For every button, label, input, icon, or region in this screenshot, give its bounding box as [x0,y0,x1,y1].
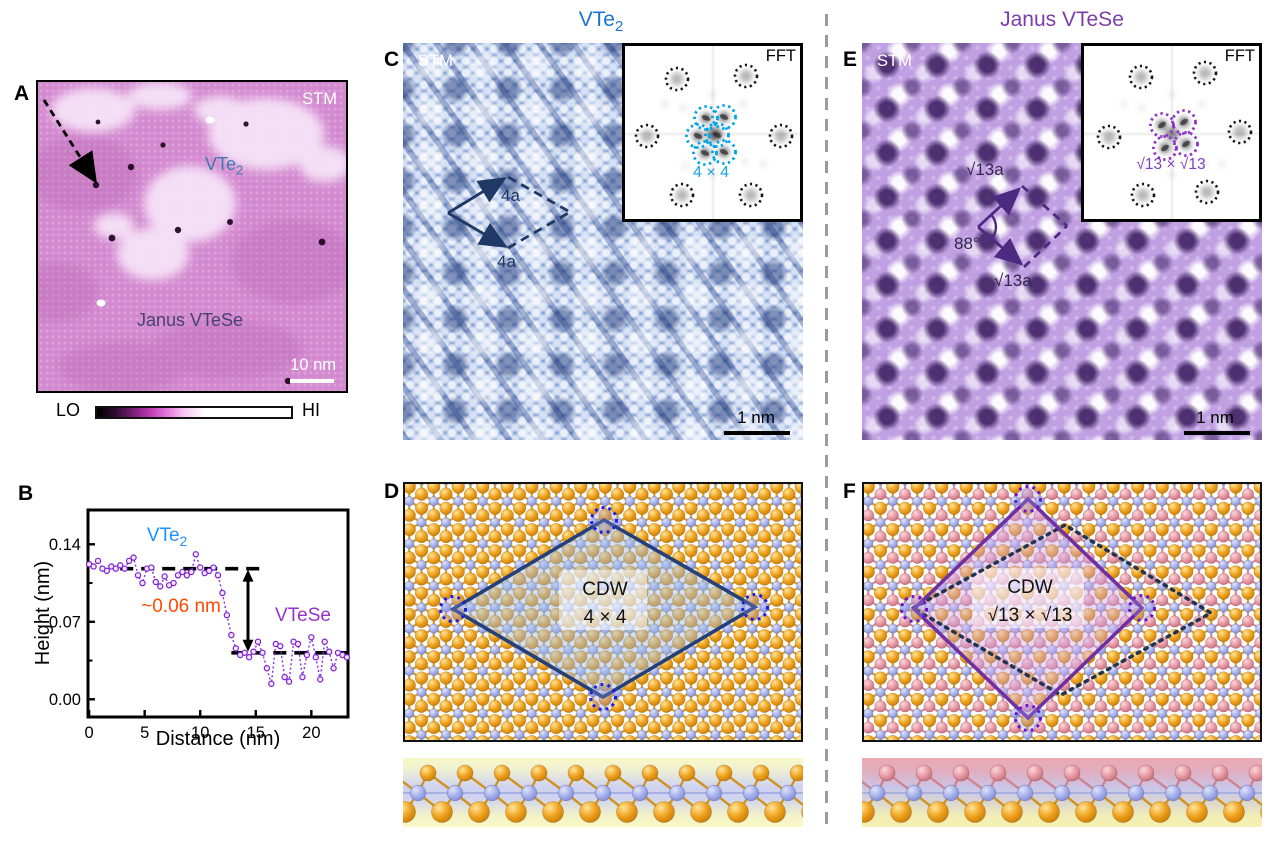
panel-label-e: E [843,48,858,71]
stm-overview-overlay-graphics [38,82,346,391]
svg-text:0: 0 [85,724,94,742]
vte2-vector1-label: 4a [501,186,520,205]
panel-label-a: A [14,82,30,105]
vte2-cell-dashed-edge-1 [507,175,571,214]
panel-e-fft-label: FFT [1224,47,1255,65]
panel-c-scalebar-label: 1 nm [737,408,775,427]
panel-label-f: F [843,480,856,503]
chart-y-axis-label: Height (nm) [32,560,54,666]
vtese-atomic-model-side-view [862,758,1262,827]
region-vte2-text: VTe [205,154,237,174]
column-header-vte2: VTe2 [501,8,701,35]
svg-text:5: 5 [140,724,149,742]
panel-a-scalebar-label: 10 nm [290,356,336,374]
svg-text:0.07: 0.07 [49,613,81,631]
vtese-side-view-graphics [862,764,1262,823]
chart-x-axis-label: Distance (nm) [155,728,281,750]
vtese-lattice-graphics [864,484,1260,740]
panel-label-b: B [18,482,34,505]
vte2-atomic-model-side-view [403,758,803,827]
vtese-unit-cell-overlay [977,184,1068,269]
stm-janus-vtese-cdw-image: STM √13a 88° √13a FFT √13 × √13 1 nm [862,43,1262,440]
line-profile-arrow [42,99,97,184]
header-vte2-sub: 2 [614,18,624,36]
stm-vte2-cdw-image: STM 4a 4a FFT 4 × 4 1 nm [403,43,803,440]
dark-terrace-shading [38,136,346,391]
vte2-cdw-label: CDW [582,579,628,600]
column-divider-dashed-line [825,14,828,832]
vtese-lattice-vector-2 [977,225,1024,266]
panel-a-stm-label: STM [302,90,337,108]
fft-inset-vtese [1081,43,1262,222]
vtese-angle-arc [990,213,998,240]
panel-label-d: D [384,480,400,503]
panel-a-region-label-vte2: VTe2 [205,154,243,178]
chart-vte2-sub: 2 [179,533,188,549]
colorbar-low-label: LO [56,400,81,420]
vtese-vector2-label: √13a [994,271,1032,290]
panel-c-scalebar [724,431,790,435]
bright-island-patches [51,82,346,280]
vtese-atomic-model-top-view: CDW √13 × √13 [862,482,1262,742]
vte2-cdw-order-label: 4 × 4 [583,607,627,628]
vte2-lattice-vector-1 [447,177,507,215]
column-header-janus-vtese: Janus VTeSe [1000,8,1124,31]
defect-dots [92,119,326,385]
svg-text:10: 10 [191,724,209,742]
colorbar-gradient [95,406,293,419]
colorbar-high-label: HI [302,400,320,420]
panel-e-stm-label: STM [877,52,912,70]
panel-c-stm-label: STM [418,52,453,70]
svg-text:20: 20 [302,724,320,742]
vtese-cdw-order-label: √13 × √13 [987,605,1073,626]
vtese-cell-dashed-edge-2 [1023,224,1068,269]
vte2-cell-dashed-edge-2 [507,210,571,250]
vtese-cdw-label: CDW [1007,577,1053,598]
bright-adsorbate-specks [96,116,215,307]
fft-order-label-4x4: 4 × 4 [692,164,730,181]
fft-inset-vte2 [622,43,803,222]
vte2-vector2-label: 4a [497,252,516,271]
region-vte2-sub: 2 [236,162,244,178]
height-profile-chart: 0 5 10 15 20 0.00 0.07 0.14 [49,508,351,742]
panel-e-scalebar-label: 1 nm [1196,408,1234,427]
vtese-lattice-vector-1 [977,187,1022,229]
panel-label-c: C [384,48,400,71]
panel-e-scalebar [1184,431,1250,435]
vte2-lattice-vector-2 [447,211,508,248]
svg-text:15: 15 [247,724,265,742]
vte2-lattice-graphics [405,484,801,740]
svg-text:0.14: 0.14 [49,536,81,554]
vtese-vector1-label: √13a [966,160,1004,179]
vte2-atomic-model-top-view: CDW 4 × 4 [403,482,803,742]
vtese-angle-label: 88° [954,234,980,253]
chart-vte2-text: VTe [146,525,180,546]
svg-text:0.00: 0.00 [49,691,81,709]
vte2-unit-cell-overlay [447,175,571,250]
panel-a-scalebar [290,379,334,383]
chart-annotation-step-height: ~0.06 nm [141,596,221,617]
panel-a-region-label-janus: Janus VTeSe [137,310,244,330]
panel-c-fft-label: FFT [765,47,796,65]
chart-annotation-vtese: VTeSe [275,605,331,626]
fft-order-label-root13: √13 × √13 [1136,156,1206,173]
vte2-side-view-graphics [403,764,803,823]
header-vte2-text: VTe [578,8,615,31]
fft-vte2-graphics [625,46,800,219]
vtese-cell-dashed-edge-1 [1021,184,1068,228]
fft-vtese-graphics [1084,46,1259,219]
chart-annotation-vte2: VTe2 [132,525,202,549]
stm-overview-image: STM VTe2 Janus VTeSe 10 nm [36,80,348,393]
